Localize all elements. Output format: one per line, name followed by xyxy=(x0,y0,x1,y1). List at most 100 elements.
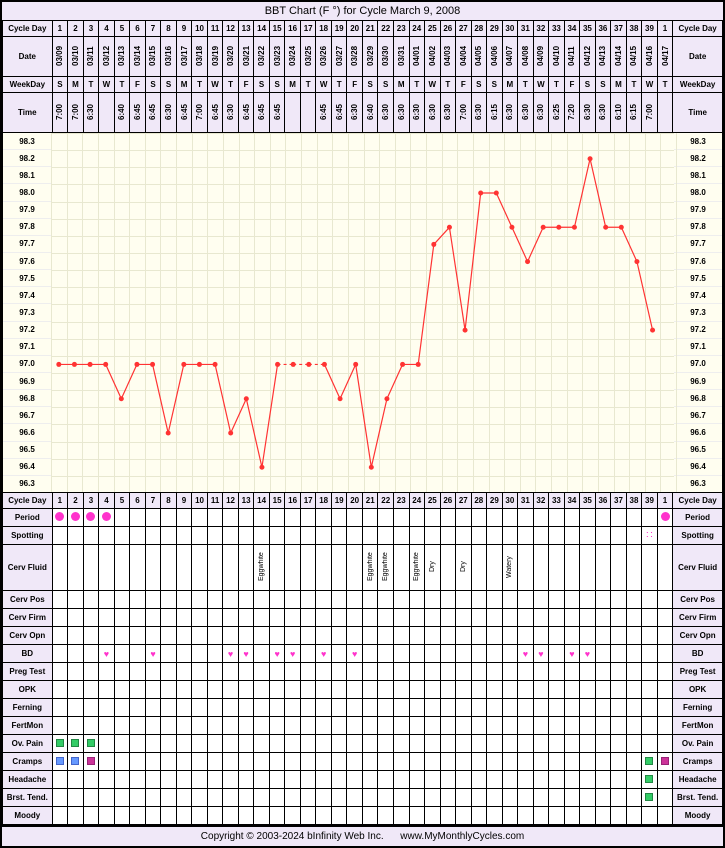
temp-point-17 xyxy=(322,362,327,367)
cell-ovPain-36 xyxy=(611,735,627,753)
cell-headache-5 xyxy=(130,771,146,789)
cell-moody-4 xyxy=(114,807,130,825)
cell-pregTest-16 xyxy=(300,663,316,681)
cell-cervFirm-37 xyxy=(626,609,642,627)
cell-date-38: 04/16 xyxy=(642,37,658,77)
cell-cycleDay-10: 11 xyxy=(207,493,223,509)
cell-moody-8 xyxy=(176,807,192,825)
cell-headache-18 xyxy=(331,771,347,789)
cell-spotting-30 xyxy=(518,527,534,545)
cell-cervFluid-38 xyxy=(642,545,658,591)
cell-date-34: 04/12 xyxy=(580,37,596,77)
cell-cycleDay-36: 37 xyxy=(611,493,627,509)
cell-cervFirm-26 xyxy=(456,609,472,627)
cell-cervFluid-6 xyxy=(145,545,161,591)
cell-weekday-6: S xyxy=(145,77,161,93)
cell-pregTest-1 xyxy=(68,663,84,681)
cell-cycleDay-9: 10 xyxy=(192,493,208,509)
cell-ovPain-18 xyxy=(331,735,347,753)
bd-heart-icon xyxy=(569,650,574,659)
cell-time-1: 7:00 xyxy=(68,93,84,133)
cell-ferning-1 xyxy=(68,699,84,717)
cell-cervPos-17 xyxy=(316,591,332,609)
cell-cervFirm-15 xyxy=(285,609,301,627)
cell-cycleDay-22: 23 xyxy=(393,21,409,37)
bd-heart-icon xyxy=(290,650,295,659)
cell-date-13: 03/22 xyxy=(254,37,270,77)
cell-fertMon-6 xyxy=(145,717,161,735)
row-label-cervFirm-r: Cerv Firm xyxy=(673,609,723,627)
bd-heart-icon xyxy=(523,650,528,659)
cell-spotting-16 xyxy=(300,527,316,545)
cell-cervFirm-5 xyxy=(130,609,146,627)
cell-date-26: 04/04 xyxy=(456,37,472,77)
cell-cervPos-39 xyxy=(657,591,673,609)
cell-opk-30 xyxy=(518,681,534,699)
cell-ferning-33 xyxy=(564,699,580,717)
cell-headache-20 xyxy=(362,771,378,789)
cell-cervOpn-0 xyxy=(52,627,68,645)
cell-cervPos-27 xyxy=(471,591,487,609)
cell-date-18: 03/27 xyxy=(331,37,347,77)
cell-ferning-21 xyxy=(378,699,394,717)
cell-bd-28 xyxy=(487,645,503,663)
temp-point-2 xyxy=(88,362,93,367)
temp-point-29 xyxy=(509,225,514,230)
cell-ovPain-1 xyxy=(68,735,84,753)
cell-fertMon-30 xyxy=(518,717,534,735)
cell-moody-10 xyxy=(207,807,223,825)
bd-heart-icon xyxy=(585,650,590,659)
cell-pregTest-30 xyxy=(518,663,534,681)
cell-date-15: 03/24 xyxy=(285,37,301,77)
cell-cycleDay-5: 6 xyxy=(130,21,146,37)
cell-fertMon-31 xyxy=(533,717,549,735)
site-link[interactable]: www.MyMonthlyCycles.com xyxy=(400,831,524,842)
cell-cervOpn-22 xyxy=(393,627,409,645)
cell-moody-39 xyxy=(657,807,673,825)
cell-cycleDay-37: 38 xyxy=(626,493,642,509)
row-label-pregTest-r: Preg Test xyxy=(673,663,723,681)
cell-time-27: 6:30 xyxy=(471,93,487,133)
cell-ovPain-24 xyxy=(425,735,441,753)
cell-ferning-6 xyxy=(145,699,161,717)
cell-ovPain-37 xyxy=(626,735,642,753)
cell-brstTend-29 xyxy=(502,789,518,807)
cell-period-19 xyxy=(347,509,363,527)
cell-pregTest-27 xyxy=(471,663,487,681)
cell-time-19: 6:30 xyxy=(347,93,363,133)
cell-brstTend-22 xyxy=(393,789,409,807)
cell-weekday-23: T xyxy=(409,77,425,93)
cell-brstTend-27 xyxy=(471,789,487,807)
cell-cramps-14 xyxy=(269,753,285,771)
cell-opk-38 xyxy=(642,681,658,699)
cell-ovPain-16 xyxy=(300,735,316,753)
cell-date-24: 04/02 xyxy=(425,37,441,77)
chart-plot-area xyxy=(51,133,674,492)
cell-weekday-38: W xyxy=(642,77,658,93)
cell-ovPain-6 xyxy=(145,735,161,753)
cell-ovPain-23 xyxy=(409,735,425,753)
cell-period-22 xyxy=(393,509,409,527)
cell-headache-38 xyxy=(642,771,658,789)
cell-cramps-3 xyxy=(99,753,115,771)
cell-cycleDay-3: 4 xyxy=(99,493,115,509)
cell-cycleDay-7: 8 xyxy=(161,21,177,37)
cell-headache-30 xyxy=(518,771,534,789)
cell-ovPain-8 xyxy=(176,735,192,753)
cell-cervFluid-9 xyxy=(192,545,208,591)
cell-cycleDay-35: 36 xyxy=(595,21,611,37)
cell-weekday-0: S xyxy=(52,77,68,93)
bd-heart-icon xyxy=(150,650,155,659)
cell-cervPos-16 xyxy=(300,591,316,609)
row-label-cramps-r: Cramps xyxy=(673,753,723,771)
cell-period-18 xyxy=(331,509,347,527)
cell-cycleDay-17: 18 xyxy=(316,493,332,509)
cell-spotting-12 xyxy=(238,527,254,545)
cell-cervFluid-19 xyxy=(347,545,363,591)
cell-headache-17 xyxy=(316,771,332,789)
cell-period-4 xyxy=(114,509,130,527)
cell-cycleDay-16: 17 xyxy=(300,493,316,509)
cell-cervPos-6 xyxy=(145,591,161,609)
cell-ovPain-5 xyxy=(130,735,146,753)
cell-bd-4 xyxy=(114,645,130,663)
